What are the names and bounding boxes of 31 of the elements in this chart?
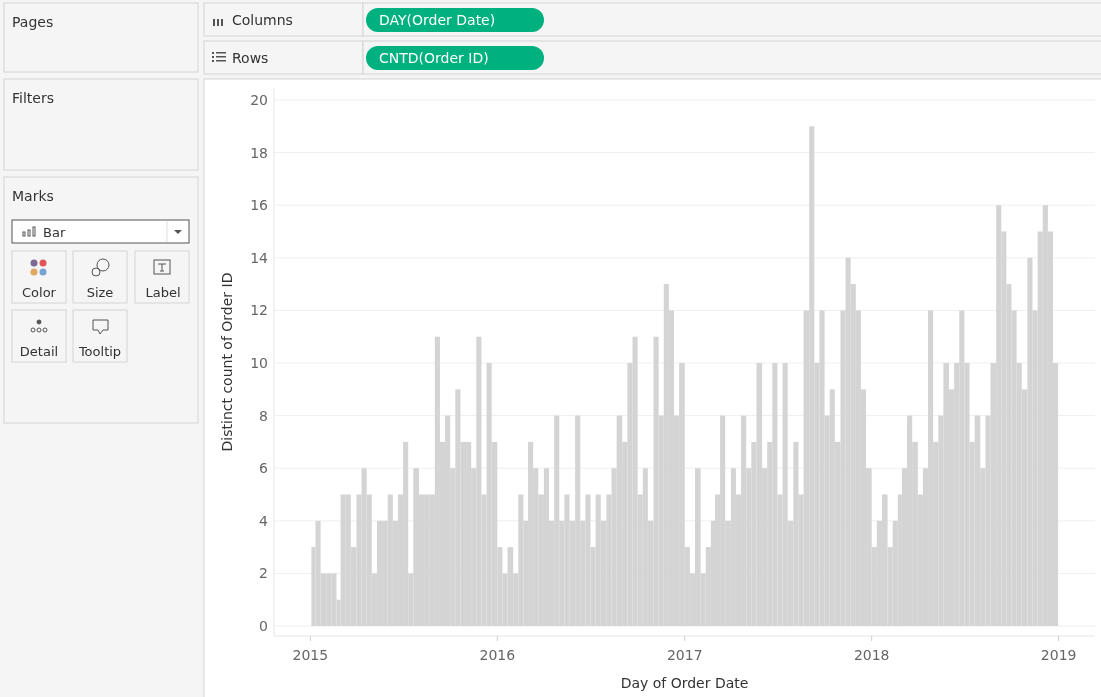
x-axis-title: Day of Order Date [620, 675, 749, 691]
text: Columns [232, 12, 293, 28]
text: Rows [232, 50, 269, 66]
x-tick-label: 2019 [1040, 647, 1077, 663]
y-tick-label: 6 [259, 460, 269, 477]
x-tick-label: 2016 [479, 647, 516, 663]
text: Color [22, 285, 57, 300]
text: DAY(Order Date) [379, 12, 496, 28]
y-axis-title: Distinct count of Order ID [219, 272, 235, 452]
text: Size [86, 285, 114, 300]
y-tick-label: 20 [250, 91, 268, 108]
text: Detail [19, 344, 59, 359]
text: Tooltip [77, 344, 122, 359]
text: Bar [43, 225, 66, 240]
text: CNTD(Order ID) [379, 50, 489, 66]
x-tick-label: 2015 [292, 647, 329, 663]
text: Pages [12, 14, 54, 30]
y-tick-label: 8 [259, 407, 268, 424]
y-tick-label: 14 [250, 249, 269, 266]
x-tick-label: 2017 [666, 647, 703, 663]
text: Filters [12, 90, 54, 106]
y-tick-label: 10 [250, 354, 268, 371]
y-tick-label: 4 [259, 512, 269, 529]
y-tick-label: 16 [250, 197, 269, 214]
text: Label [145, 285, 181, 300]
y-tick-label: 2 [259, 565, 268, 582]
text: Marks [12, 188, 54, 204]
y-tick-label: 12 [250, 302, 268, 319]
y-tick-label: 18 [250, 144, 268, 161]
y-tick-label: 0 [259, 617, 268, 634]
x-tick-label: 2018 [853, 647, 890, 663]
